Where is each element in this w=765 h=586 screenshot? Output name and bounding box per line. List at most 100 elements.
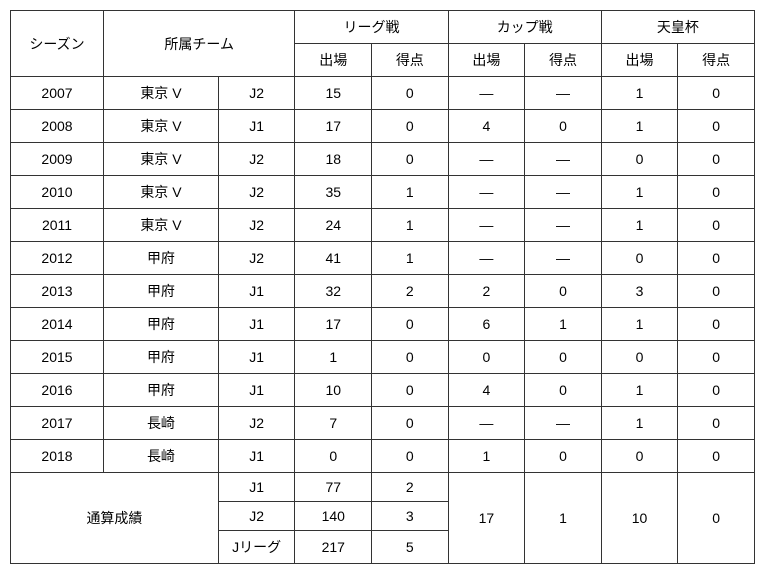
cell-lg: 1 [372, 176, 449, 209]
cell-eg: 0 [678, 275, 755, 308]
cell-cg: 0 [525, 341, 602, 374]
table-row: 2009東京 VJ2180——00 [11, 143, 755, 176]
cell-ca: — [448, 242, 525, 275]
cell-team: 長崎 [104, 407, 219, 440]
table-row: 2008東京 VJ11704010 [11, 110, 755, 143]
totals-ca: 17 [448, 473, 525, 564]
cell-div: J2 [218, 77, 295, 110]
header-league-apps: 出場 [295, 44, 372, 77]
cell-season: 2015 [11, 341, 104, 374]
cell-ca: 4 [448, 110, 525, 143]
cell-la: 18 [295, 143, 372, 176]
cell-team: 東京 V [104, 209, 219, 242]
cell-season: 2016 [11, 374, 104, 407]
header-emperor-apps: 出場 [601, 44, 678, 77]
table-row: 2013甲府J13222030 [11, 275, 755, 308]
header-season: シーズン [11, 11, 104, 77]
cell-season: 2009 [11, 143, 104, 176]
cell-ca: 4 [448, 374, 525, 407]
cell-lg: 1 [372, 242, 449, 275]
table-row: 2016甲府J11004010 [11, 374, 755, 407]
cell-div: J2 [218, 209, 295, 242]
cell-eg: 0 [678, 374, 755, 407]
cell-cg: — [525, 77, 602, 110]
cell-season: 2014 [11, 308, 104, 341]
cell-div: J1 [218, 341, 295, 374]
cell-ea: 1 [601, 176, 678, 209]
cell-ea: 3 [601, 275, 678, 308]
cell-div: J1 [218, 440, 295, 473]
cell-eg: 0 [678, 341, 755, 374]
cell-la: 15 [295, 77, 372, 110]
cell-team: 東京 V [104, 110, 219, 143]
table-row: 2017長崎J270——10 [11, 407, 755, 440]
totals-jleague-div: Jリーグ [218, 531, 295, 564]
cell-ca: — [448, 407, 525, 440]
cell-ea: 1 [601, 209, 678, 242]
cell-div: J2 [218, 143, 295, 176]
cell-ea: 0 [601, 242, 678, 275]
table-row: 2011東京 VJ2241——10 [11, 209, 755, 242]
totals-j2-la: 140 [295, 502, 372, 531]
cell-div: J2 [218, 242, 295, 275]
cell-team: 東京 V [104, 77, 219, 110]
cell-ea: 0 [601, 341, 678, 374]
cell-ca: — [448, 143, 525, 176]
totals-jleague-la: 217 [295, 531, 372, 564]
cell-team: 長崎 [104, 440, 219, 473]
header-league: リーグ戦 [295, 11, 448, 44]
cell-cg: 1 [525, 308, 602, 341]
totals-jleague-lg: 5 [372, 531, 449, 564]
totals-j2-div: J2 [218, 502, 295, 531]
stats-table: シーズン 所属チーム リーグ戦 カップ戦 天皇杯 出場 得点 出場 得点 出場 … [10, 10, 755, 564]
cell-team: 甲府 [104, 275, 219, 308]
cell-team: 甲府 [104, 341, 219, 374]
totals-j1-la: 77 [295, 473, 372, 502]
table-body: 2007東京 VJ2150——102008東京 VJ117040102009東京… [11, 77, 755, 473]
cell-la: 35 [295, 176, 372, 209]
cell-div: J1 [218, 308, 295, 341]
cell-lg: 2 [372, 275, 449, 308]
cell-lg: 1 [372, 209, 449, 242]
cell-lg: 0 [372, 77, 449, 110]
cell-ca: 6 [448, 308, 525, 341]
cell-div: J1 [218, 110, 295, 143]
cell-lg: 0 [372, 143, 449, 176]
cell-la: 1 [295, 341, 372, 374]
cell-ca: — [448, 176, 525, 209]
header-league-goals: 得点 [372, 44, 449, 77]
header-cup-apps: 出場 [448, 44, 525, 77]
cell-team: 東京 V [104, 176, 219, 209]
cell-season: 2007 [11, 77, 104, 110]
cell-lg: 0 [372, 341, 449, 374]
cell-lg: 0 [372, 308, 449, 341]
table-header: シーズン 所属チーム リーグ戦 カップ戦 天皇杯 出場 得点 出場 得点 出場 … [11, 11, 755, 77]
cell-la: 0 [295, 440, 372, 473]
cell-eg: 0 [678, 110, 755, 143]
cell-div: J2 [218, 176, 295, 209]
totals-eg: 0 [678, 473, 755, 564]
cell-ca: 2 [448, 275, 525, 308]
cell-div: J2 [218, 407, 295, 440]
cell-la: 41 [295, 242, 372, 275]
cell-ea: 1 [601, 77, 678, 110]
table-row: 2014甲府J11706110 [11, 308, 755, 341]
totals-ea: 10 [601, 473, 678, 564]
cell-eg: 0 [678, 77, 755, 110]
cell-ea: 1 [601, 374, 678, 407]
cell-team: 東京 V [104, 143, 219, 176]
totals-cg: 1 [525, 473, 602, 564]
cell-cg: — [525, 143, 602, 176]
cell-season: 2011 [11, 209, 104, 242]
cell-ea: 0 [601, 440, 678, 473]
cell-la: 7 [295, 407, 372, 440]
cell-cg: 0 [525, 110, 602, 143]
totals-body: 通算成績 J1 77 2 17 1 10 0 J2 140 3 Jリーグ 217… [11, 473, 755, 564]
cell-ea: 0 [601, 143, 678, 176]
totals-j2-lg: 3 [372, 502, 449, 531]
header-cup: カップ戦 [448, 11, 601, 44]
cell-ea: 1 [601, 308, 678, 341]
cell-ea: 1 [601, 110, 678, 143]
cell-eg: 0 [678, 176, 755, 209]
cell-ca: — [448, 77, 525, 110]
